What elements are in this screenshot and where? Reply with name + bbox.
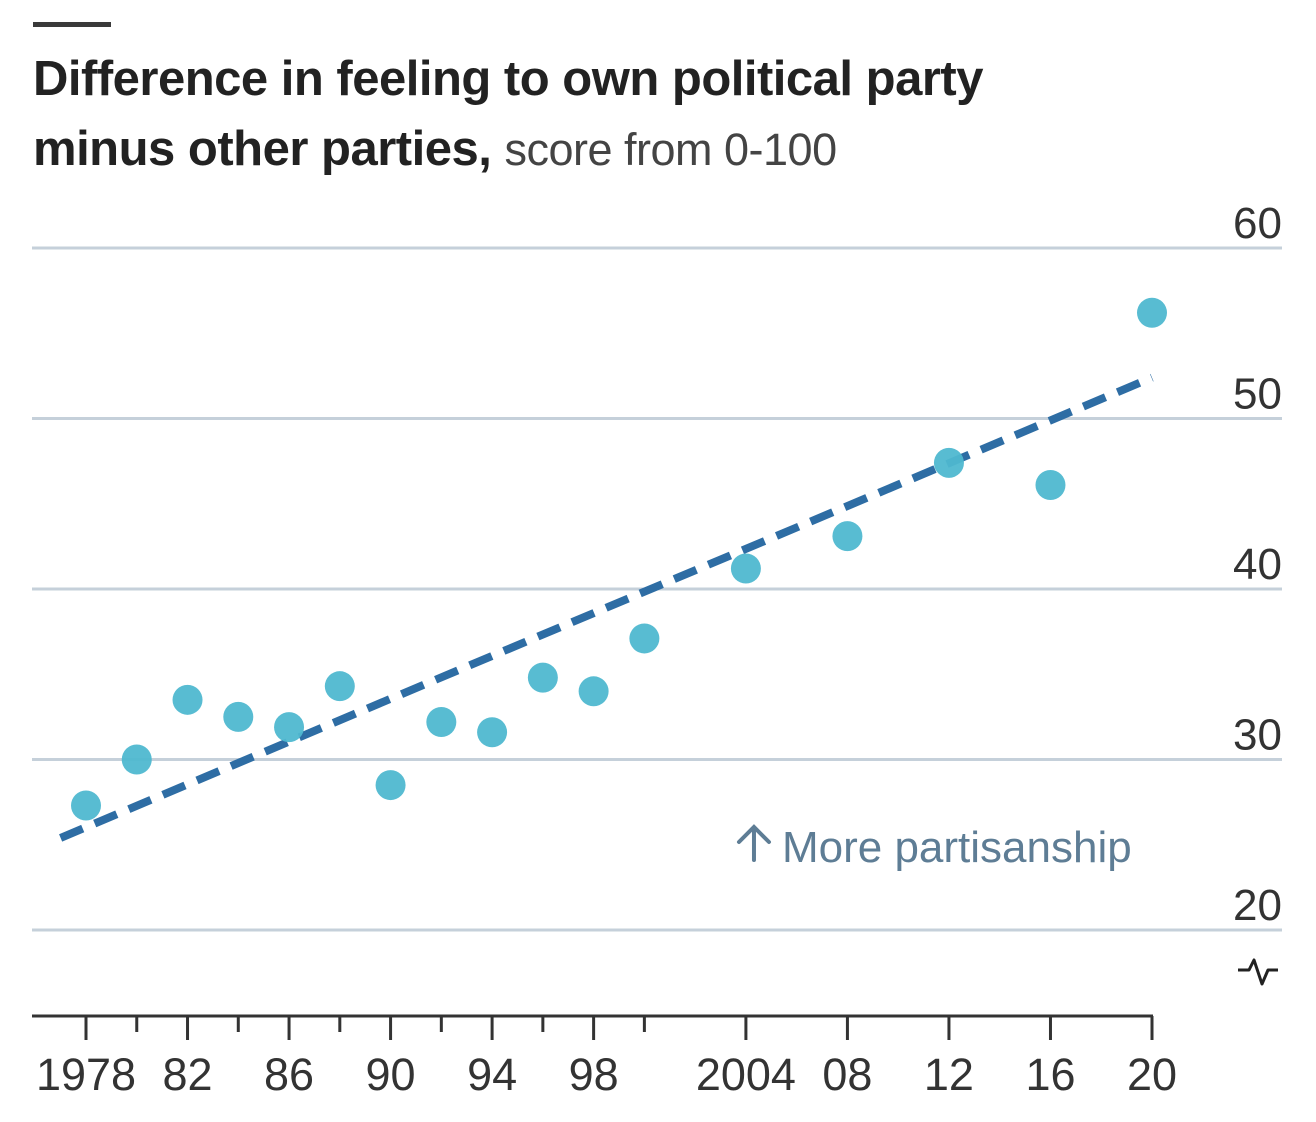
x-tick-label-1990: 90 — [366, 1049, 416, 1100]
x-tick-label-2012: 12 — [924, 1049, 974, 1100]
chart-subtitle: score from 0-100 — [504, 124, 837, 175]
x-tick-label-2016: 16 — [1025, 1049, 1075, 1100]
data-point-1992 — [426, 706, 457, 737]
data-point-1982 — [172, 684, 203, 715]
data-point-2020 — [1137, 297, 1167, 328]
x-tick-label-2020: 20 — [1127, 1049, 1177, 1100]
x-tick-label-2004: 2004 — [696, 1049, 796, 1100]
annotation-0: More partisanship — [736, 823, 1132, 872]
arrow-up-icon — [736, 824, 771, 862]
x-tick-label-1986: 86 — [264, 1049, 314, 1100]
chart-title-line2: minus other parties, — [33, 122, 492, 176]
y-tick-label-20: 20 — [1233, 881, 1282, 930]
data-point-1984 — [223, 701, 254, 732]
data-point-1996 — [527, 662, 558, 693]
data-point-1986 — [274, 712, 305, 743]
trendline-group — [59, 373, 1154, 842]
x-tick-labels: 1978 82 86 90 94 98 2004 08 12 16 20 — [36, 1049, 1177, 1100]
x-tick-label-1994: 94 — [467, 1049, 517, 1100]
arrow-head — [736, 824, 771, 844]
data-points — [71, 297, 1167, 821]
data-point-1980 — [121, 744, 152, 775]
x-tick-label-1982: 82 — [162, 1049, 212, 1100]
y-tick-label-30: 30 — [1233, 711, 1282, 760]
y-tick-label-60: 60 — [1233, 199, 1282, 248]
data-point-1994 — [477, 717, 508, 748]
data-point-2012 — [933, 447, 964, 478]
data-point-2016 — [1035, 469, 1066, 500]
annotations: More partisanship — [736, 823, 1132, 872]
chart-title: Difference in feeling to own political p… — [33, 44, 1233, 185]
y-tick-labels: 20 30 40 50 60 — [1233, 199, 1282, 930]
y-tick-label-50: 50 — [1233, 370, 1282, 419]
axis-break-icon — [1238, 958, 1278, 986]
x-axis — [32, 1014, 1154, 1040]
data-point-2000 — [629, 623, 660, 654]
data-point-1988 — [324, 671, 355, 702]
data-point-2004 — [730, 553, 761, 584]
x-tick-label-1978: 1978 — [36, 1049, 136, 1100]
axis-break-zigzag — [1238, 958, 1278, 986]
data-point-1978 — [71, 790, 101, 821]
chart-title-line1: Difference in feeling to own political p… — [33, 52, 983, 106]
y-tick-label-40: 40 — [1233, 540, 1282, 589]
annotation-text: More partisanship — [782, 823, 1132, 872]
x-tick-label-2008: 08 — [822, 1049, 872, 1100]
data-point-1990 — [375, 770, 406, 801]
data-point-1998 — [578, 676, 609, 707]
data-point-2008 — [832, 521, 863, 552]
header-accent-bar — [33, 22, 111, 27]
trendline — [59, 373, 1154, 842]
x-tick-label-1998: 98 — [569, 1049, 619, 1100]
